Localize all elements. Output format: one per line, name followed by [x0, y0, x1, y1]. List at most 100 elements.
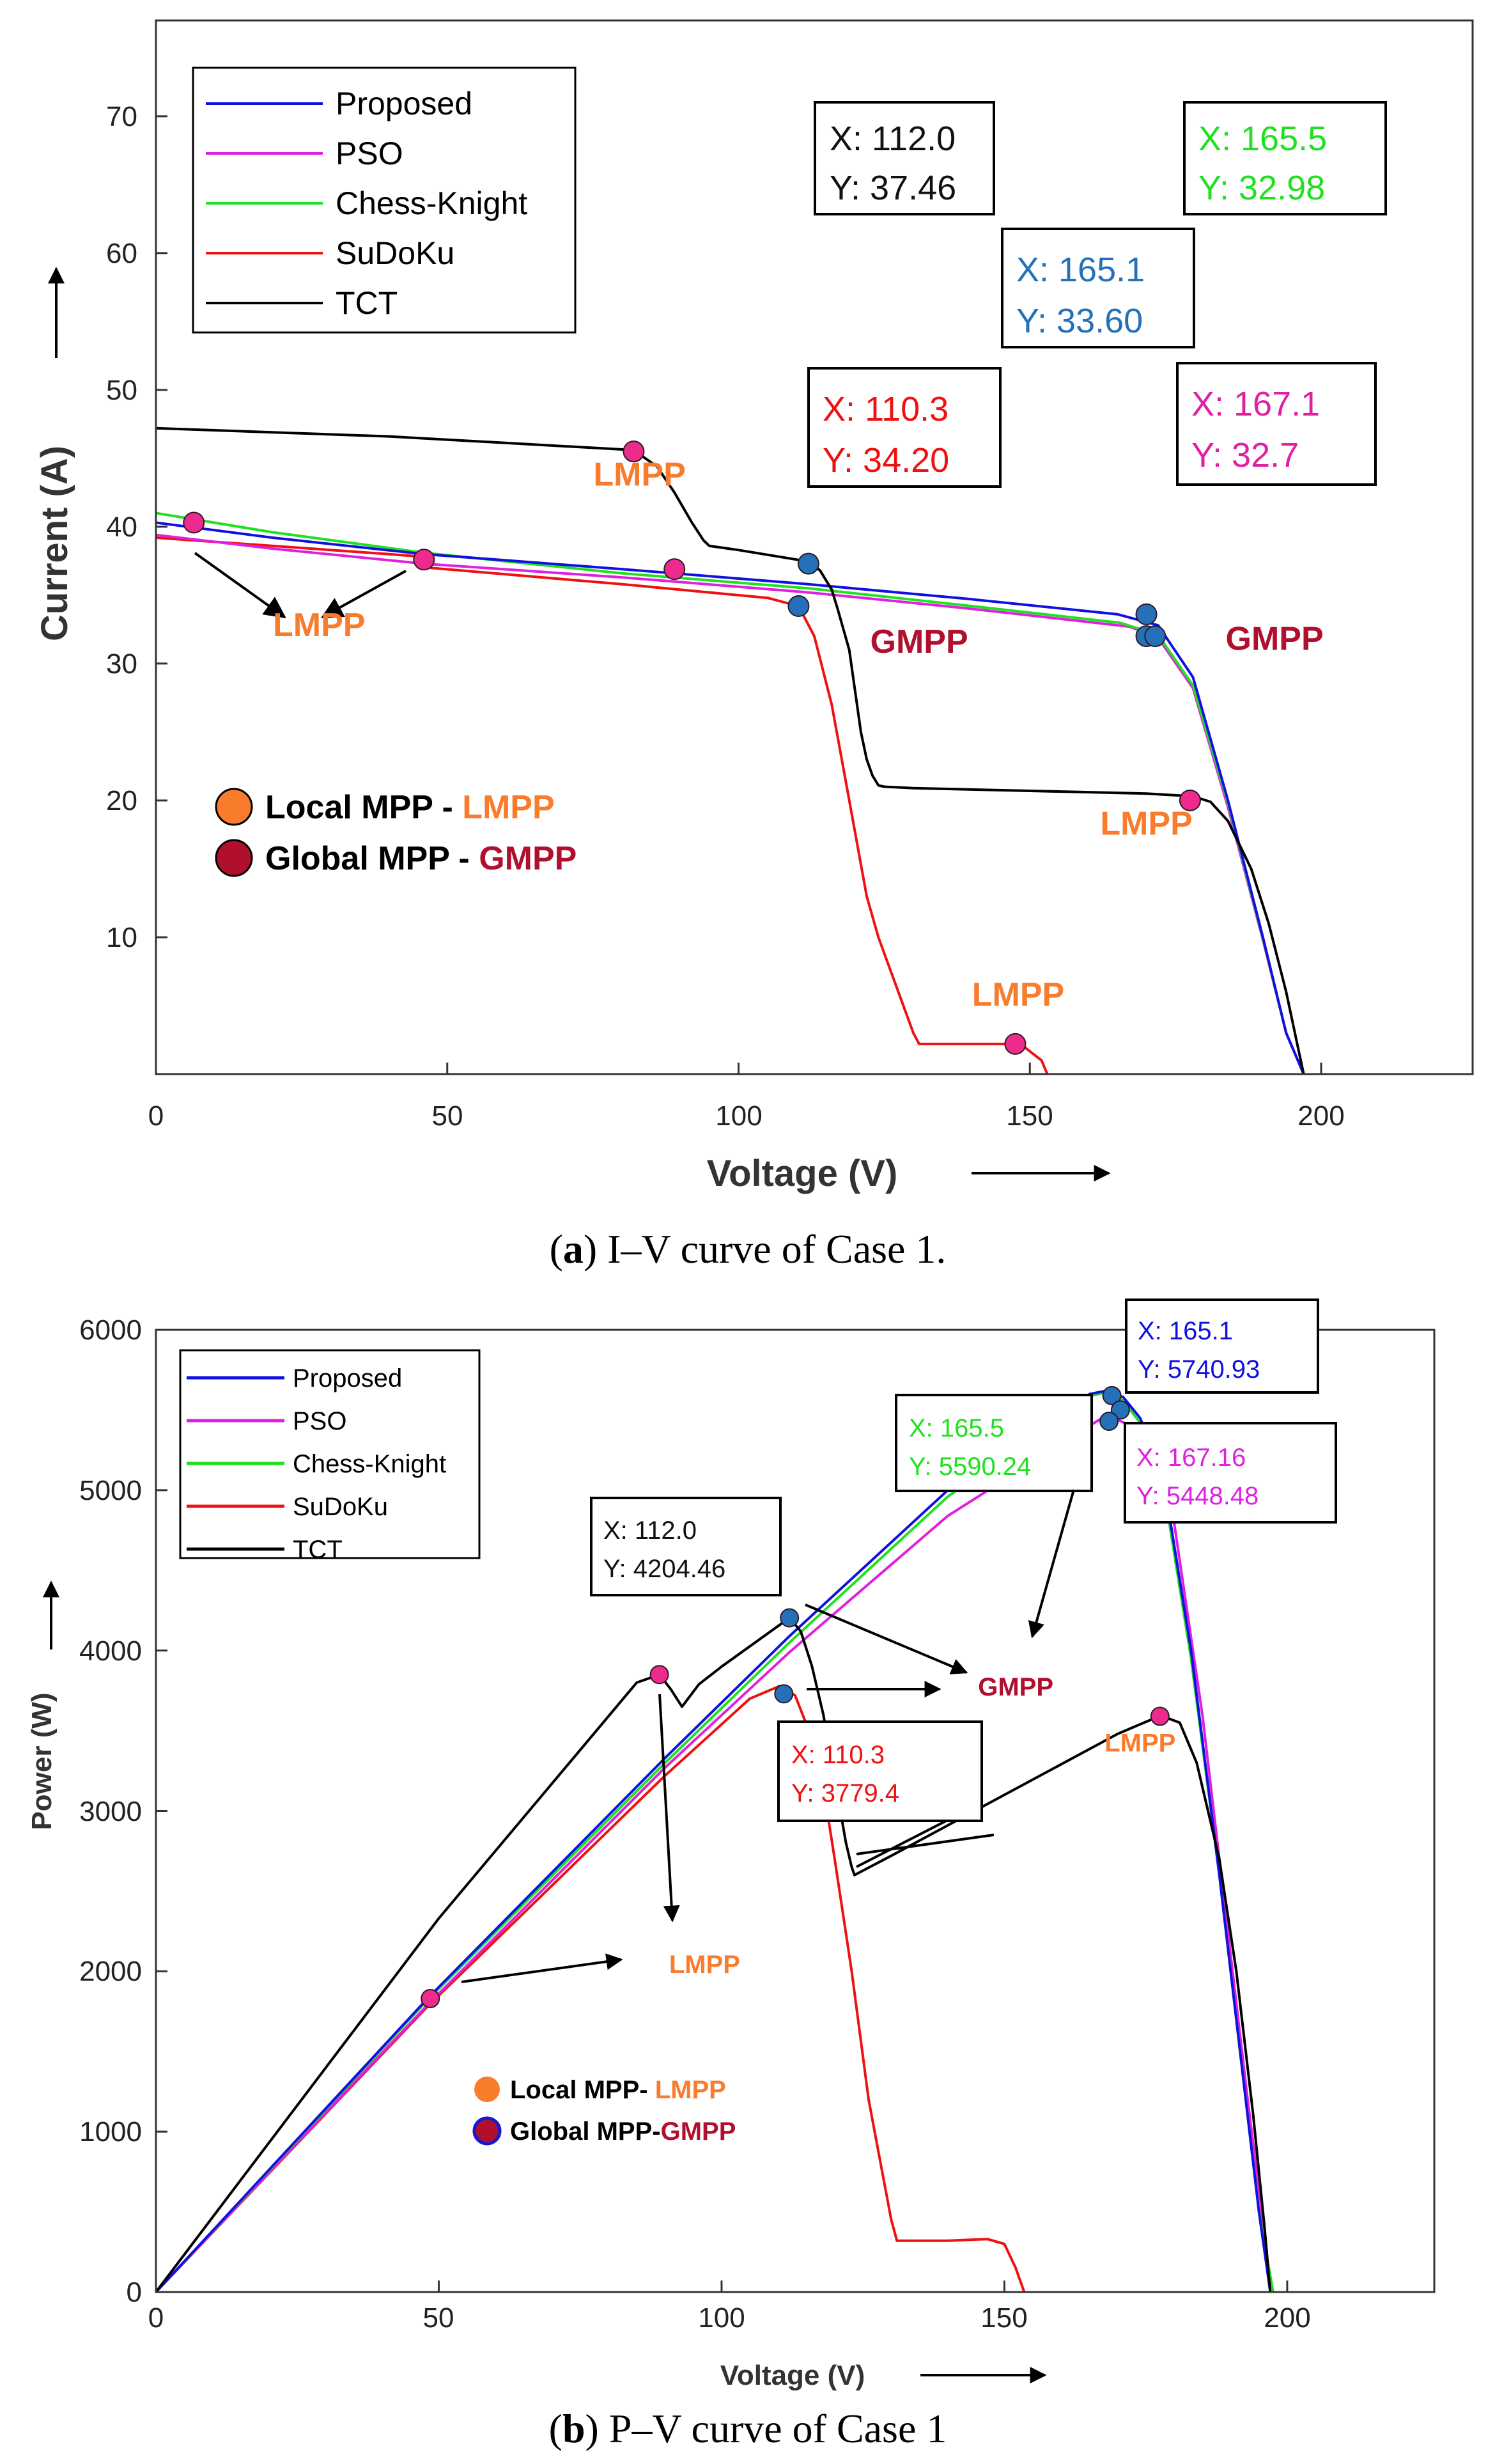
- gmpp-legend-marker: [472, 2116, 502, 2146]
- a-datatip: X: 165.5 Y: 32.98: [1183, 101, 1387, 215]
- b-x-tick: 150: [980, 2302, 1027, 2334]
- a-gmpp-annotation: GMPP: [871, 623, 968, 660]
- a-legend-label: Chess-Knight: [336, 185, 527, 221]
- panel-a-axes: [155, 115, 1322, 1074]
- a-datatip-y: Y: 32.7: [1191, 436, 1299, 474]
- b-datatip-x: X: 110.3: [791, 1741, 885, 1769]
- b-datatip-connector: [856, 1834, 995, 1855]
- a-gmpp-marker: [1135, 603, 1158, 625]
- a-y-tick: 10: [106, 922, 137, 953]
- a-marker-legend-label: Local MPP - LMPP: [265, 789, 555, 826]
- b-datatip-y: Y: 5740.93: [1138, 1355, 1260, 1384]
- b-datatip-x: X: 112.0: [603, 1517, 697, 1545]
- b-datatip: X: 112.0 Y: 4204.46: [590, 1497, 782, 1596]
- b-datatip: X: 110.3 Y: 3779.4: [777, 1720, 983, 1822]
- a-datatip-y: Y: 33.60: [1016, 302, 1143, 340]
- a-datatip-x: X: 112.0: [830, 120, 956, 158]
- a-lmpp-marker: [413, 549, 435, 571]
- panel-b-markers: [421, 1385, 1170, 2008]
- b-y-tick: 0: [127, 2277, 142, 2308]
- b-datatip: X: 165.5 Y: 5590.24: [895, 1394, 1093, 1492]
- b-legend-label: Proposed: [293, 1364, 402, 1392]
- b-legend-label: Chess-Knight: [293, 1450, 446, 1478]
- b-y-axis-label: Power (W): [26, 1692, 58, 1830]
- b-annotation-arrow: [461, 1953, 623, 1983]
- b-lmpp-annotation: LMPP: [669, 1951, 740, 1979]
- a-x-axis-label: Voltage (V): [707, 1153, 898, 1194]
- a-lmpp-marker: [623, 441, 645, 463]
- panel-a-markers: [183, 441, 1201, 1055]
- b-x-tick: 200: [1264, 2302, 1310, 2334]
- b-legend: Proposed PSO Chess-Knight SuDoKu TCT: [179, 1349, 481, 1564]
- a-y-tick: 40: [106, 511, 137, 543]
- a-datatip-y: Y: 34.20: [823, 441, 949, 480]
- b-y-tick: 1000: [79, 2116, 142, 2148]
- a-gmpp-marker: [797, 552, 819, 575]
- a-y-tick: 30: [106, 648, 137, 680]
- b-annotation-arrow: [658, 1694, 680, 1922]
- a-y-tick: 50: [106, 375, 137, 406]
- b-legend-label: TCT: [293, 1536, 343, 1564]
- a-datatip-x: X: 165.1: [1016, 251, 1145, 289]
- a-legend-label: PSO: [336, 136, 403, 171]
- a-lmpp-annotation: LMPP: [1100, 805, 1192, 842]
- a-datatip: X: 167.1 Y: 32.7: [1176, 362, 1377, 486]
- a-y-tick: 70: [106, 101, 137, 132]
- a-y-axis-label: Current (A): [34, 446, 75, 641]
- a-lmpp-annotation: LMPP: [273, 607, 365, 644]
- panel-b-annotations: GMPP LMPP LMPP: [669, 1673, 1176, 1979]
- b-gmpp-annotation: GMPP: [978, 1673, 1053, 1701]
- b-datatip-y: Y: 4204.46: [603, 1555, 725, 1583]
- a-datatip-x: X: 167.1: [1191, 385, 1320, 423]
- b-gmpp-marker: [1099, 1411, 1119, 1431]
- panel-a-series: [155, 426, 1305, 1075]
- a-marker-legend: Local MPP - LMPP Global MPP - GMPP: [215, 788, 577, 877]
- b-series-proposed: [155, 1389, 1272, 2293]
- a-gmpp-marker: [787, 595, 810, 618]
- b-gmpp-marker: [780, 1608, 800, 1628]
- a-x-tick: 150: [1006, 1100, 1053, 1132]
- b-annotation-arrow: [1028, 1489, 1075, 1639]
- b-datatip-y: Y: 5590.24: [909, 1453, 1031, 1481]
- caption-a: (a) I–V curve of Case 1.: [550, 1226, 947, 1272]
- b-datatip-x: X: 165.1: [1138, 1317, 1233, 1345]
- a-x-tick: 200: [1297, 1100, 1344, 1132]
- b-marker-legend-label: Global MPP-GMPP: [510, 2117, 736, 2146]
- b-marker-legend: Local MPP- LMPP Global MPP-GMPP: [472, 2076, 736, 2146]
- a-lmpp-marker: [663, 558, 686, 581]
- lmpp-legend-marker: [474, 2077, 500, 2102]
- gmpp-legend-marker: [215, 839, 253, 877]
- b-y-tick: 3000: [79, 1796, 142, 1827]
- b-x-tick: 0: [148, 2302, 164, 2334]
- b-y-tick: 4000: [79, 1635, 142, 1667]
- a-annotation-arrow: [194, 552, 286, 618]
- b-x-axis-label: Voltage (V): [720, 2360, 865, 2391]
- a-datatip-x: X: 110.3: [823, 390, 949, 428]
- b-lmpp-marker: [649, 1665, 669, 1685]
- lmpp-legend-marker: [215, 788, 253, 826]
- b-series-tct: [155, 1616, 1272, 2293]
- panel-a-annotations: LMPP LMPP GMPP GMPP LMPP LMPP: [273, 456, 1324, 1013]
- a-gmpp-annotation: GMPP: [1226, 621, 1324, 658]
- b-datatip-y: Y: 5448.48: [1136, 1482, 1259, 1510]
- a-legend-label: SuDoKu: [336, 235, 454, 271]
- a-datatip: X: 110.3 Y: 34.20: [807, 367, 1002, 488]
- a-lmpp-annotation: LMPP: [972, 976, 1064, 1013]
- b-lmpp-marker: [1150, 1706, 1170, 1726]
- b-lmpp-marker: [421, 1988, 440, 2008]
- panel-a-iv-chart: 0 50 100 150 200 10 20 30 40 50 60 70 Vo…: [34, 19, 1474, 1194]
- a-datatip: X: 112.0 Y: 37.46: [814, 101, 995, 215]
- b-datatip-x: X: 165.5: [909, 1414, 1004, 1442]
- b-legend-label: PSO: [293, 1407, 346, 1435]
- b-x-tick: 50: [423, 2302, 454, 2334]
- b-datatip: X: 165.1 Y: 5740.93: [1125, 1298, 1319, 1394]
- a-x-tick: 0: [148, 1100, 164, 1132]
- a-x-tick: 100: [715, 1100, 762, 1132]
- a-datatip-x: X: 165.5: [1198, 120, 1327, 158]
- a-series-tct: [155, 426, 1305, 1075]
- a-lmpp-marker: [183, 511, 205, 534]
- a-y-tick: 20: [106, 785, 137, 816]
- b-datatip-y: Y: 3779.4: [791, 1779, 899, 1807]
- panel-a-plot-frame: [155, 19, 1474, 1075]
